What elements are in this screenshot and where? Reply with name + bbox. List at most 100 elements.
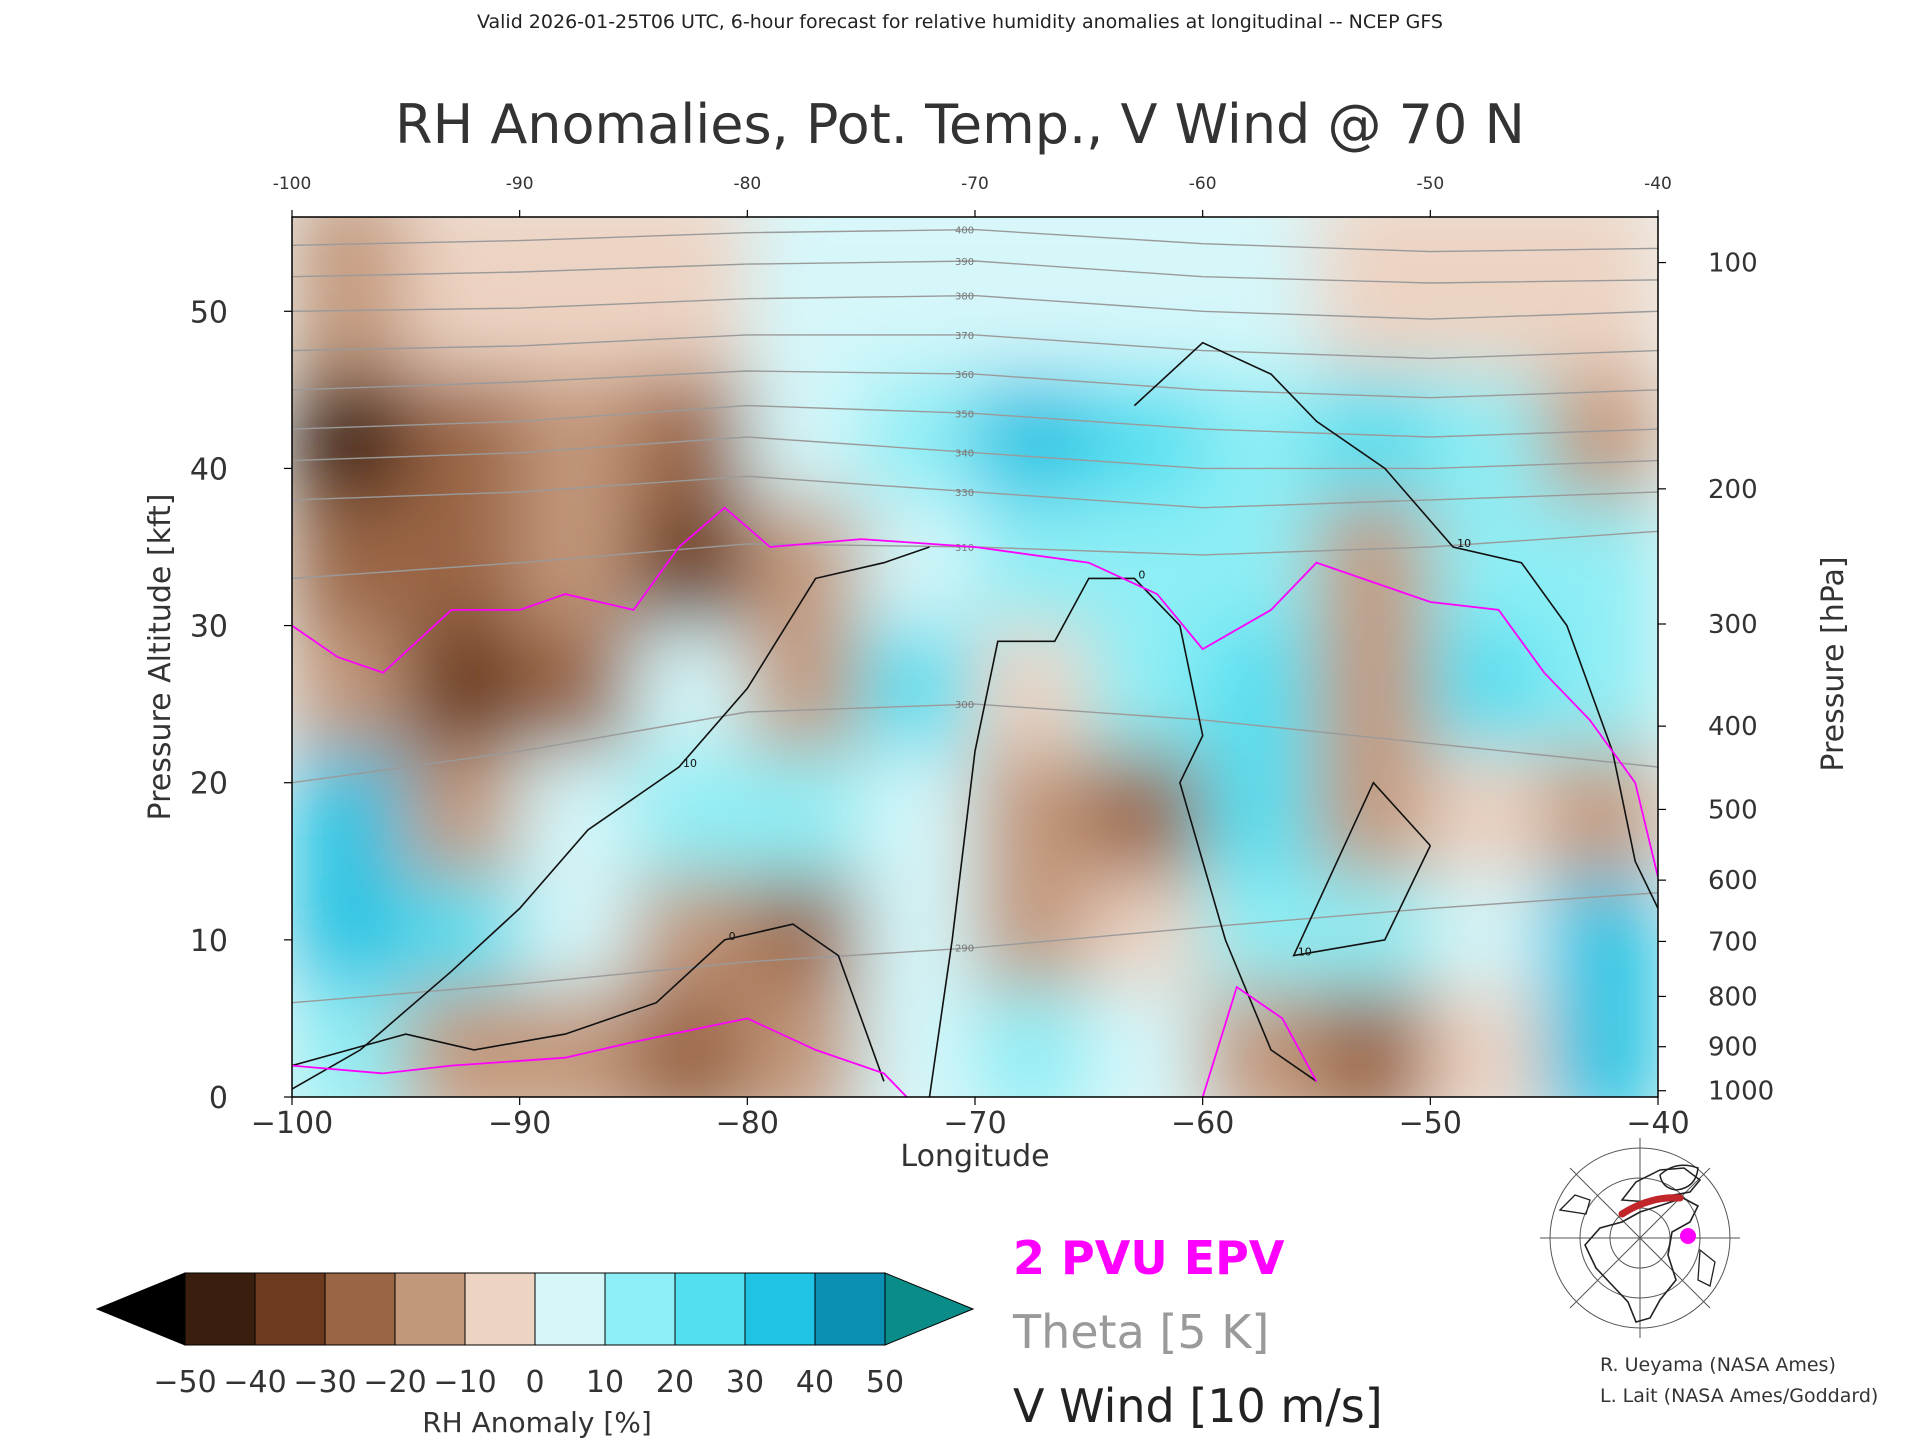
colorbar-label: RH Anomaly [%]: [422, 1406, 652, 1439]
theta-contour-label: 370: [955, 331, 974, 342]
colorbar-tick-label: −40: [223, 1365, 286, 1400]
theta-contour-label: 350: [955, 409, 974, 420]
theta-contour-label: 310: [955, 543, 974, 554]
v-wind-contour-label: 10: [683, 757, 697, 770]
colorbar-tick-label: −10: [433, 1365, 496, 1400]
theta-isentrope-line: [292, 294, 1658, 320]
pressure-axis-ticks: 100 200 300 400 500 600 700 800 900 1000: [1658, 249, 1774, 1107]
x-axis-top-ticks: -100 -90 -80 -70 -60 -50 -40: [273, 174, 1672, 217]
v-wind-contour-label: 0: [1138, 568, 1145, 581]
colorbar-bin: [534, 1272, 606, 1346]
colorbar-bin: [674, 1272, 746, 1346]
x-top-tick-label: -100: [273, 174, 312, 194]
pressure-tick-label: 500: [1708, 795, 1758, 825]
colorbar-bin: [184, 1272, 256, 1346]
x-top-tick-label: -90: [506, 174, 534, 194]
rh-anomaly-cell: [860, 987, 976, 1097]
theta-isentropes: 290 300 310 330 340 350 360 370 380 390 400: [292, 226, 1658, 1004]
theta-isentrope-line: [292, 703, 1658, 784]
theta-isentrope-line: [292, 334, 1658, 360]
y-tick-label: 10: [190, 924, 228, 959]
x-tick-label: −60: [1171, 1106, 1234, 1141]
colorbar-tick-label: 10: [586, 1365, 624, 1400]
rh-anomaly-cell: [632, 987, 749, 1097]
rh-anomaly-cell: [1087, 987, 1204, 1097]
colorbar-tick-label: 0: [525, 1365, 544, 1400]
valid-line: Valid 2026-01-25T06 UTC, 6-hour forecast…: [477, 11, 1443, 33]
pressure-tick-label: 100: [1708, 249, 1758, 279]
x-tick-label: −40: [1626, 1106, 1689, 1141]
v-wind-contour-line: [928, 577, 1317, 1097]
credit-line-1: R. Ueyama (NASA Ames): [1600, 1354, 1836, 1376]
colorbar-bin: [814, 1272, 886, 1346]
rh-anomaly-cell: [974, 987, 1090, 1097]
colorbar-tick-label: 40: [796, 1365, 834, 1400]
x-top-tick-label: -50: [1416, 174, 1444, 194]
x-tick-label: −80: [716, 1106, 779, 1141]
pressure-tick-label: 300: [1708, 610, 1758, 640]
v-wind-contour-line: [292, 923, 885, 1082]
rh-anomaly-cell: [1201, 987, 1318, 1097]
theta-contour-label: 290: [955, 944, 974, 955]
v-wind-contour-line: [1133, 341, 1658, 909]
y-tick-label: 40: [190, 452, 228, 487]
rh-anomaly-field: [292, 217, 1658, 1097]
theta-isentrope-line: [292, 260, 1658, 284]
legend-vwind-label: V Wind [10 m/s]: [1013, 1379, 1383, 1433]
pressure-tick-label: 700: [1708, 927, 1758, 957]
y-axis-label: Pressure Altitude [kft]: [143, 494, 178, 821]
x-tick-label: −70: [943, 1106, 1006, 1141]
colorbar-bin: [464, 1272, 536, 1346]
x-top-tick-label: -40: [1644, 174, 1672, 194]
theta-isentrope-line: [292, 404, 1658, 438]
colorbar: −50 −40 −30 −20 −10 0 10 20 30 40 50: [95, 1272, 975, 1400]
colorbar-bin: [394, 1272, 466, 1346]
theta-isentrope-line: [292, 475, 1658, 509]
v-wind-contour-label: 10: [1457, 537, 1471, 550]
colorbar-bin: [324, 1272, 396, 1346]
x-top-tick-label: -80: [733, 174, 761, 194]
theta-contour-label: 360: [955, 370, 974, 381]
rh-anomaly-cell: [1315, 987, 1432, 1097]
rh-anomaly-cell: [1429, 987, 1546, 1097]
theta-contour-label: 400: [955, 226, 974, 237]
x-top-tick-label: -60: [1189, 174, 1217, 194]
x-axis-label: Longitude: [900, 1139, 1049, 1174]
y-tick-label: 50: [190, 295, 228, 330]
colorbar-tick-label: 30: [726, 1365, 764, 1400]
colorbar-tick-label: −30: [293, 1365, 356, 1400]
rh-anomaly-cell: [518, 987, 635, 1097]
pressure-tick-label: 900: [1708, 1033, 1758, 1063]
pressure-tick-label: 200: [1708, 475, 1758, 505]
colorbar-tick-label: 20: [656, 1365, 694, 1400]
pressure-tick-label: 400: [1708, 712, 1758, 742]
colorbar-over-arrow: [884, 1272, 975, 1346]
legend-theta-label: Theta [5 K]: [1012, 1305, 1269, 1359]
legend-epv-label: 2 PVU EPV: [1013, 1231, 1285, 1285]
y-tick-label: 30: [190, 610, 228, 645]
theta-contour-label: 340: [955, 449, 974, 460]
theta-isentrope-line: [292, 370, 1658, 399]
theta-contour-label: 390: [955, 257, 974, 268]
x-top-tick-label: -70: [961, 174, 989, 194]
x-tick-label: −100: [251, 1106, 333, 1141]
epv-2pvu-line: [292, 1017, 908, 1097]
pressure-tick-label: 1000: [1708, 1077, 1774, 1107]
v-wind-contour-label: 0: [729, 930, 736, 943]
rh-anomaly-cell: [1543, 987, 1658, 1097]
y-tick-label: 20: [190, 767, 228, 802]
y-tick-label: 0: [209, 1081, 228, 1116]
colorbar-tick-label: −20: [363, 1365, 426, 1400]
x-tick-label: −50: [1399, 1106, 1462, 1141]
pressure-tick-label: 800: [1708, 982, 1758, 1012]
colorbar-under-arrow: [95, 1272, 186, 1346]
theta-isentrope-line: [292, 228, 1658, 253]
colorbar-tick-label: 50: [866, 1365, 904, 1400]
colorbar-bin: [744, 1272, 816, 1346]
rh-anomaly-cell: [404, 987, 521, 1097]
v-wind-contour-line: [1292, 781, 1432, 957]
colorbar-bin: [604, 1272, 676, 1346]
colorbar-tick-label: −50: [153, 1365, 216, 1400]
theta-contour-label: 300: [955, 700, 974, 711]
